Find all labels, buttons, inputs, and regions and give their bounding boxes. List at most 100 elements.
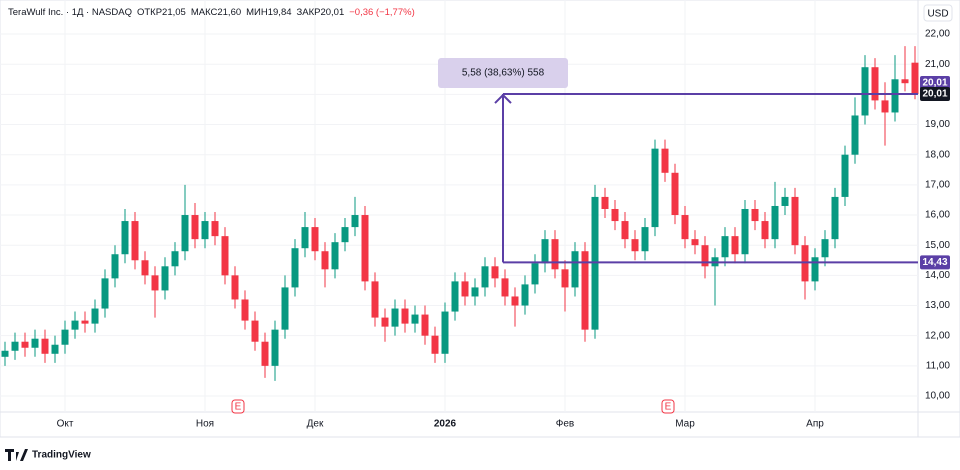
candle-body	[911, 62, 919, 95]
candle-body	[11, 341, 19, 351]
last-price: 20,01	[922, 89, 947, 100]
header-item: МАКС21,60	[190, 7, 242, 18]
candle-body	[221, 236, 229, 276]
candle-body	[841, 154, 849, 197]
candle-body	[241, 299, 249, 321]
currency: USD	[927, 9, 948, 20]
measure-to-price: 20,01	[922, 78, 947, 89]
candle-body	[361, 215, 369, 282]
candle-body	[641, 227, 649, 252]
candle-body	[501, 278, 509, 297]
measure-from-price: 14,43	[922, 257, 947, 268]
candle-body	[621, 221, 629, 240]
earnings-label: E	[235, 402, 242, 413]
header-item: TeraWulf Inc. · 1Д · NASDAQ	[8, 7, 132, 18]
candle-body	[661, 148, 669, 173]
candle-body	[781, 196, 789, 206]
header-item: ОТКР21,05	[136, 7, 186, 18]
candle-body	[421, 314, 429, 336]
candle-body	[391, 308, 399, 327]
candle-body	[541, 239, 549, 264]
candle-body	[821, 239, 829, 258]
y-tick-label: 22,00	[925, 29, 950, 40]
x-tick-label: 2026	[434, 419, 457, 430]
candle-body	[321, 251, 329, 270]
candle-body	[721, 236, 729, 258]
candle-body	[281, 287, 289, 330]
candle-body	[311, 227, 319, 252]
earnings-label: E	[665, 402, 672, 413]
x-tick-label: Ноя	[196, 419, 214, 430]
candle-body	[291, 248, 299, 288]
candle-body	[481, 266, 489, 288]
candle-body	[131, 221, 139, 261]
candle-body	[451, 281, 459, 312]
candle-body	[201, 221, 209, 240]
y-tick-label: 19,00	[925, 119, 950, 130]
header-item: ЗАКР20,01	[296, 7, 345, 18]
earnings-marker	[661, 399, 675, 414]
candle-body	[891, 79, 899, 113]
candle-body	[1, 350, 9, 357]
candle-body	[271, 329, 279, 366]
measure-box	[438, 58, 568, 89]
candle-body	[811, 257, 819, 282]
x-tick-label: Апр	[806, 419, 824, 430]
y-tick-label: 14,00	[925, 270, 950, 281]
candle-body	[301, 227, 309, 249]
candle-body	[81, 320, 89, 324]
candle-body	[381, 317, 389, 327]
candle-body	[861, 67, 869, 116]
candle-body	[691, 239, 699, 246]
candle-body	[701, 245, 709, 267]
x-tick-label: Окт	[57, 419, 74, 430]
x-tick-label: Фев	[556, 419, 574, 430]
candle-body	[31, 338, 39, 348]
candle-body	[771, 205, 779, 240]
candle-body	[51, 344, 59, 354]
candle-body	[21, 341, 29, 348]
y-tick-label: 11,00	[926, 360, 951, 371]
earnings-marker	[231, 399, 245, 414]
candle-body	[791, 196, 799, 246]
candle-body	[411, 314, 419, 324]
candle-body	[671, 172, 679, 216]
legend-header: TeraWulf Inc. · 1Д · NASDAQ ОТКР21,05 МАКС…	[8, 7, 420, 18]
candle-body	[441, 311, 449, 354]
x-tick-label: Дек	[307, 419, 324, 430]
candle-body	[161, 266, 169, 291]
candle-body	[371, 281, 379, 318]
last-price-box	[920, 87, 950, 102]
candle-body	[351, 215, 359, 228]
candle-body	[141, 260, 149, 276]
candle-body	[571, 251, 579, 288]
candle-body	[251, 320, 259, 342]
currency-box[interactable]	[923, 4, 953, 22]
y-tick-label: 21,00	[925, 59, 950, 70]
candle-body	[431, 335, 439, 354]
measure-from-price-box	[920, 255, 950, 270]
candle-body	[881, 100, 889, 113]
candle-body	[191, 215, 199, 240]
y-tick-label: 15,00	[925, 240, 950, 251]
arrow-head	[494, 93, 512, 104]
candle-body	[831, 196, 839, 240]
measure-to-price-box	[920, 76, 950, 91]
candle-body	[71, 320, 79, 330]
candle-body	[471, 287, 479, 297]
candle-body	[491, 266, 499, 279]
candle-body	[121, 221, 129, 255]
candle-body	[871, 67, 879, 101]
candle-body	[151, 275, 159, 291]
header-item: −0,36 (−1,77%)	[349, 7, 415, 18]
candle-body	[761, 221, 769, 240]
candle-body	[171, 251, 179, 267]
y-tick-label: 17,00	[925, 179, 950, 190]
logo: TradingView	[5, 449, 91, 461]
candle-body	[751, 208, 759, 222]
measure-label: 5,58 (38,63%) 558	[462, 68, 545, 79]
candle-body	[651, 148, 659, 228]
x-tick-label: Мар	[675, 419, 695, 430]
candle-body	[331, 242, 339, 270]
y-tick-label: 13,00	[925, 300, 950, 311]
